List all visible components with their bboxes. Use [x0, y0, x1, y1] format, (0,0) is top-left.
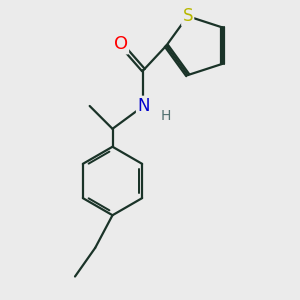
Text: N: N: [137, 97, 150, 115]
Text: S: S: [182, 7, 193, 25]
Text: H: H: [161, 109, 172, 123]
Text: O: O: [114, 35, 128, 53]
